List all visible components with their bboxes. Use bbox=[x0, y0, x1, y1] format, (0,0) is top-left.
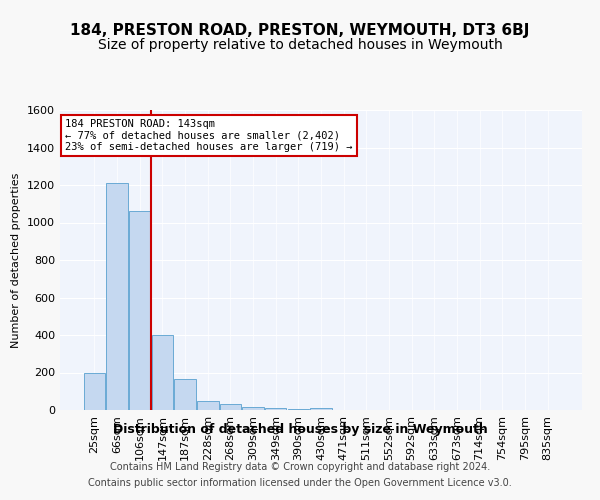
Bar bbox=[242, 406, 264, 410]
Text: Contains HM Land Registry data © Crown copyright and database right 2024.: Contains HM Land Registry data © Crown c… bbox=[110, 462, 490, 472]
Bar bbox=[106, 183, 128, 410]
Text: 184 PRESTON ROAD: 143sqm
← 77% of detached houses are smaller (2,402)
23% of sem: 184 PRESTON ROAD: 143sqm ← 77% of detach… bbox=[65, 119, 353, 152]
Bar bbox=[175, 379, 196, 410]
Bar bbox=[220, 404, 241, 410]
Bar bbox=[287, 409, 309, 410]
Bar bbox=[84, 372, 105, 410]
Text: 184, PRESTON ROAD, PRESTON, WEYMOUTH, DT3 6BJ: 184, PRESTON ROAD, PRESTON, WEYMOUTH, DT… bbox=[70, 22, 530, 38]
Text: Size of property relative to detached houses in Weymouth: Size of property relative to detached ho… bbox=[98, 38, 502, 52]
Bar bbox=[310, 408, 332, 410]
Bar bbox=[197, 400, 218, 410]
Text: Contains public sector information licensed under the Open Government Licence v3: Contains public sector information licen… bbox=[88, 478, 512, 488]
Bar bbox=[129, 211, 151, 410]
Text: Distribution of detached houses by size in Weymouth: Distribution of detached houses by size … bbox=[113, 422, 487, 436]
Y-axis label: Number of detached properties: Number of detached properties bbox=[11, 172, 22, 348]
Bar bbox=[152, 335, 173, 410]
Bar bbox=[265, 408, 286, 410]
